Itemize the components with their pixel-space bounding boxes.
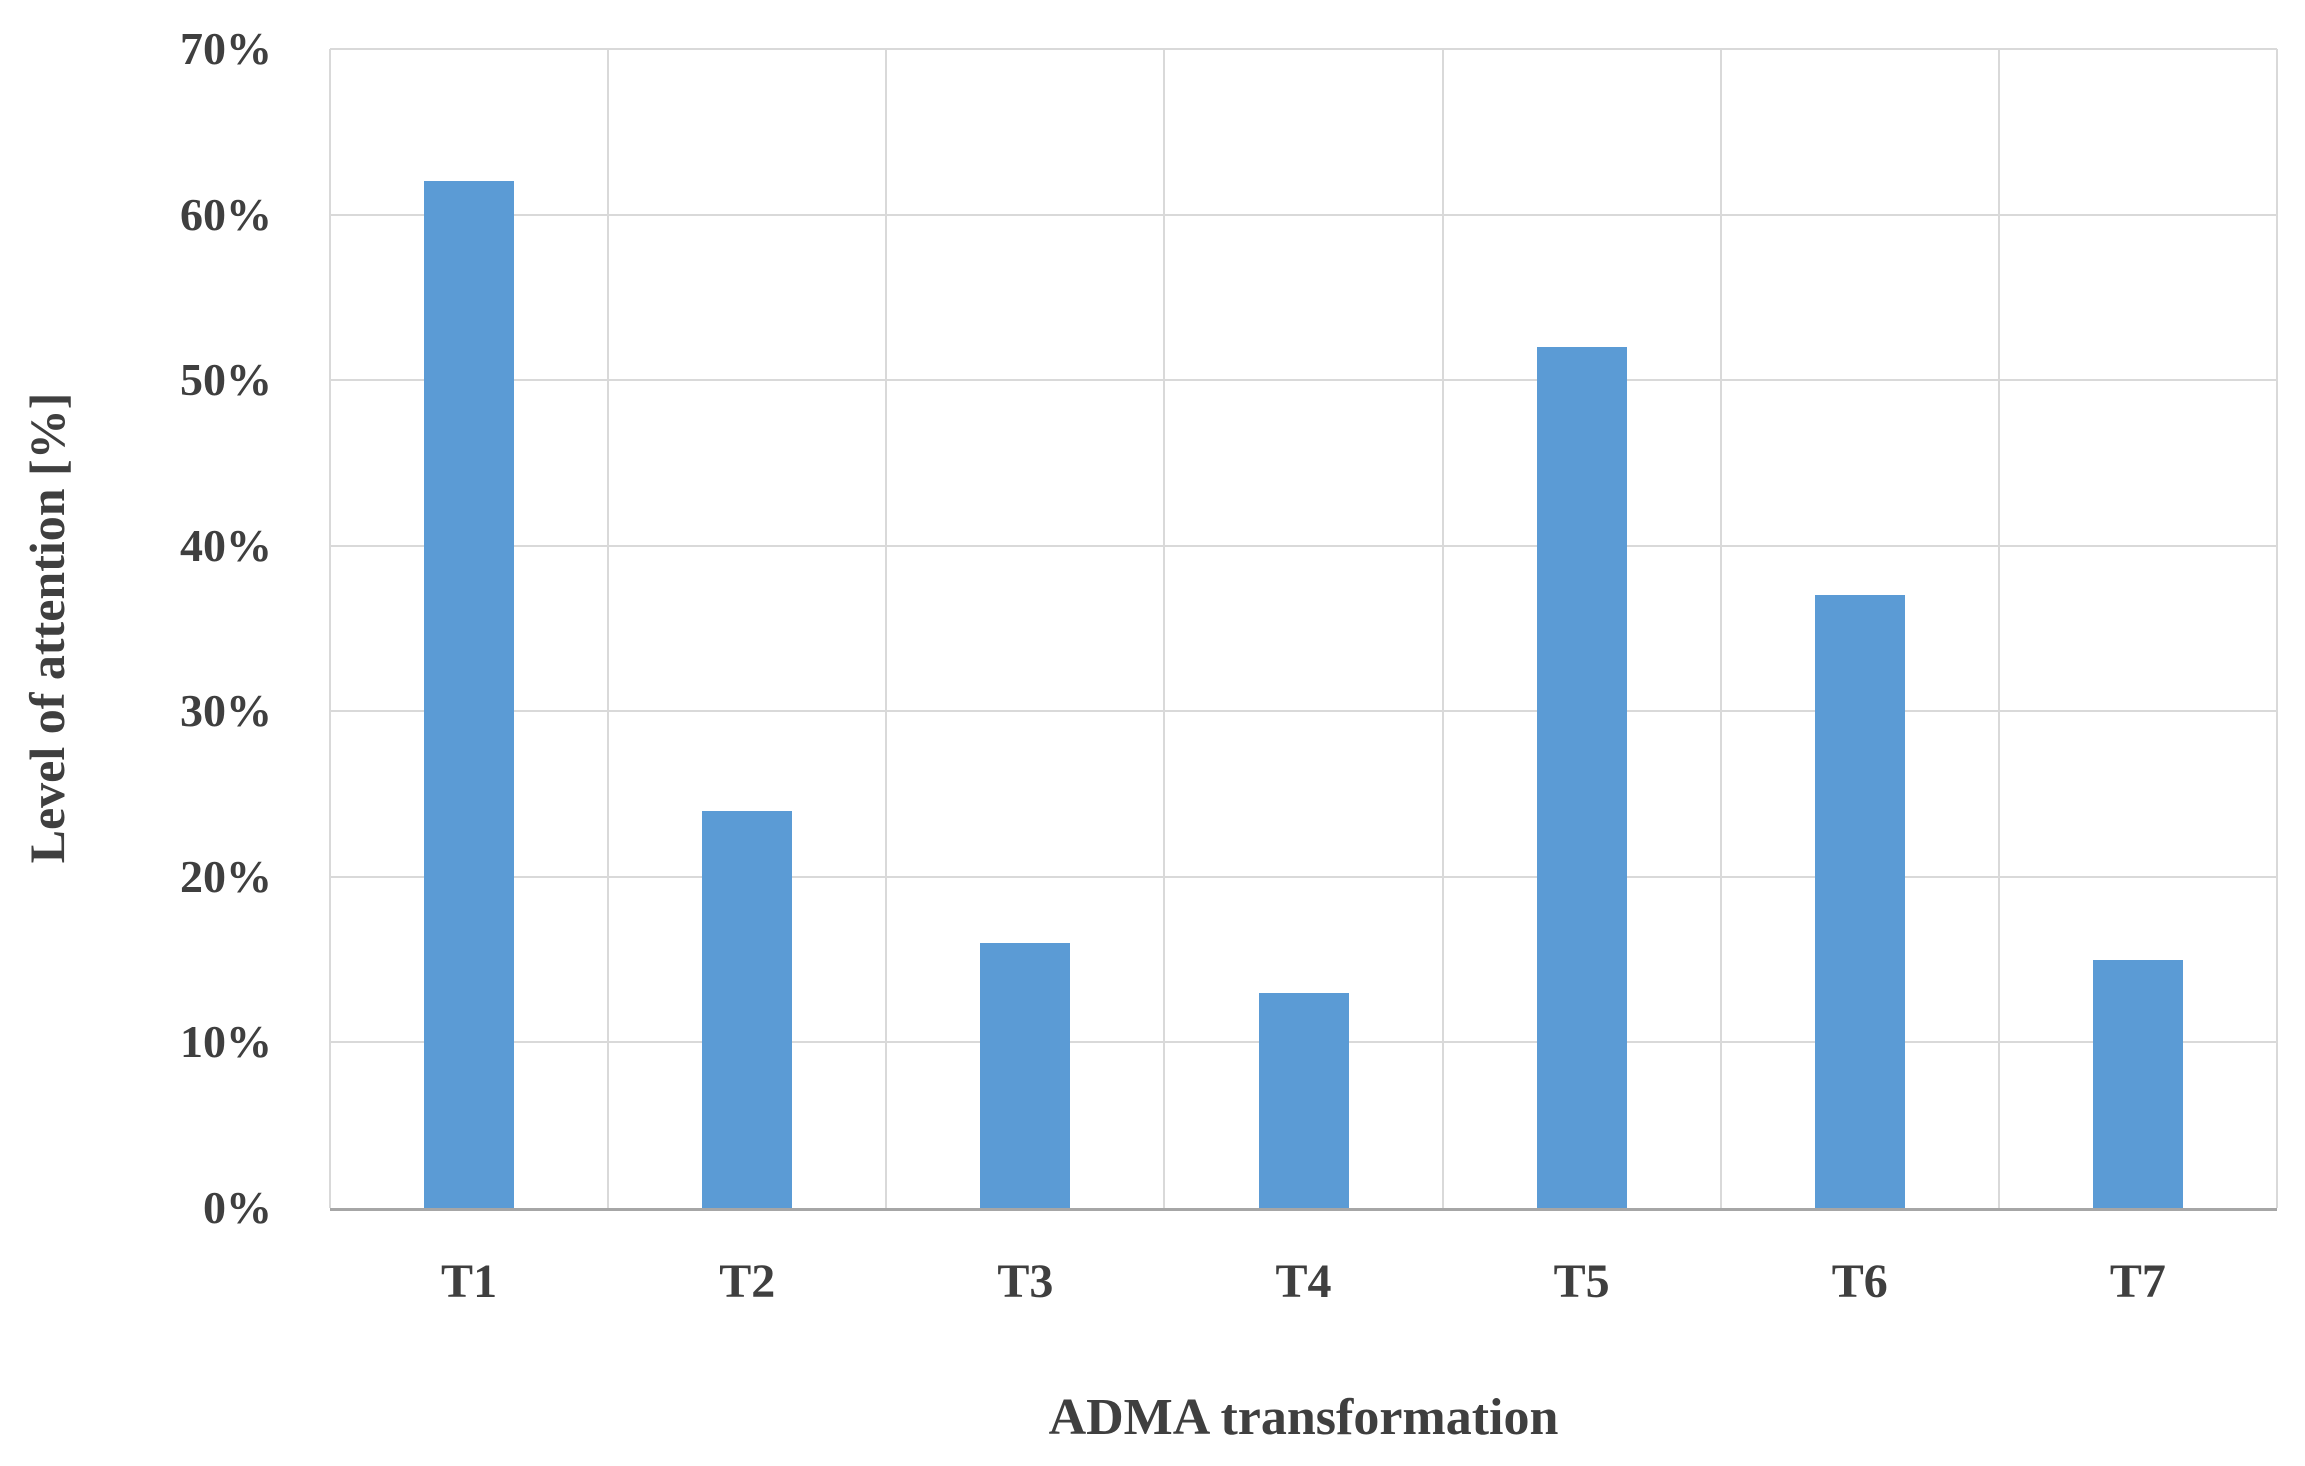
vertical-gridline bbox=[885, 49, 888, 1208]
plot-area bbox=[329, 48, 2278, 1211]
vertical-gridline bbox=[1997, 49, 2000, 1208]
y-tick-label: 40% bbox=[180, 519, 272, 571]
horizontal-gridline bbox=[330, 875, 2277, 878]
bar-T2 bbox=[702, 810, 793, 1208]
x-category-label: T2 bbox=[719, 1255, 776, 1308]
x-category-label: T6 bbox=[1831, 1255, 1888, 1308]
x-category-label: T4 bbox=[1275, 1255, 1332, 1308]
x-category-label: T7 bbox=[2109, 1255, 2166, 1308]
y-tick-label: 0% bbox=[203, 1182, 272, 1233]
bar-T7 bbox=[2092, 959, 2183, 1208]
horizontal-gridline bbox=[330, 544, 2277, 547]
x-axis-category-labels: T1 T2 T3 T4 T5 T6 T7 bbox=[330, 1258, 2277, 1338]
y-tick-label: 20% bbox=[180, 850, 272, 902]
horizontal-gridline bbox=[330, 213, 2277, 216]
x-category-label: T1 bbox=[441, 1255, 498, 1308]
vertical-gridline bbox=[2276, 49, 2278, 1208]
y-tick-label: 30% bbox=[180, 685, 272, 737]
horizontal-gridline bbox=[330, 710, 2277, 713]
horizontal-gridline bbox=[330, 48, 2277, 50]
horizontal-gridline bbox=[330, 379, 2277, 382]
y-tick-label: 10% bbox=[180, 1016, 272, 1068]
x-category-label: T5 bbox=[1553, 1255, 1610, 1308]
vertical-gridline bbox=[329, 49, 331, 1208]
vertical-gridline bbox=[1163, 49, 1166, 1208]
bar-T4 bbox=[1258, 992, 1349, 1208]
y-axis-tick-labels: 0% 10% 20% 30% 40% 50% 60% 70% bbox=[0, 26, 272, 1231]
y-tick-label: 60% bbox=[180, 188, 272, 240]
x-axis-title: ADMA transformation bbox=[1048, 1389, 1559, 1446]
bar-T6 bbox=[1814, 595, 1905, 1208]
bar-T3 bbox=[980, 943, 1071, 1208]
bar-T1 bbox=[424, 181, 515, 1208]
y-tick-label: 50% bbox=[180, 354, 272, 406]
vertical-gridline bbox=[1719, 49, 1722, 1208]
vertical-gridline bbox=[1441, 49, 1444, 1208]
vertical-gridline bbox=[607, 49, 610, 1208]
y-tick-label: 70% bbox=[180, 23, 272, 74]
x-category-label: T3 bbox=[997, 1255, 1054, 1308]
bar-T5 bbox=[1536, 347, 1627, 1208]
